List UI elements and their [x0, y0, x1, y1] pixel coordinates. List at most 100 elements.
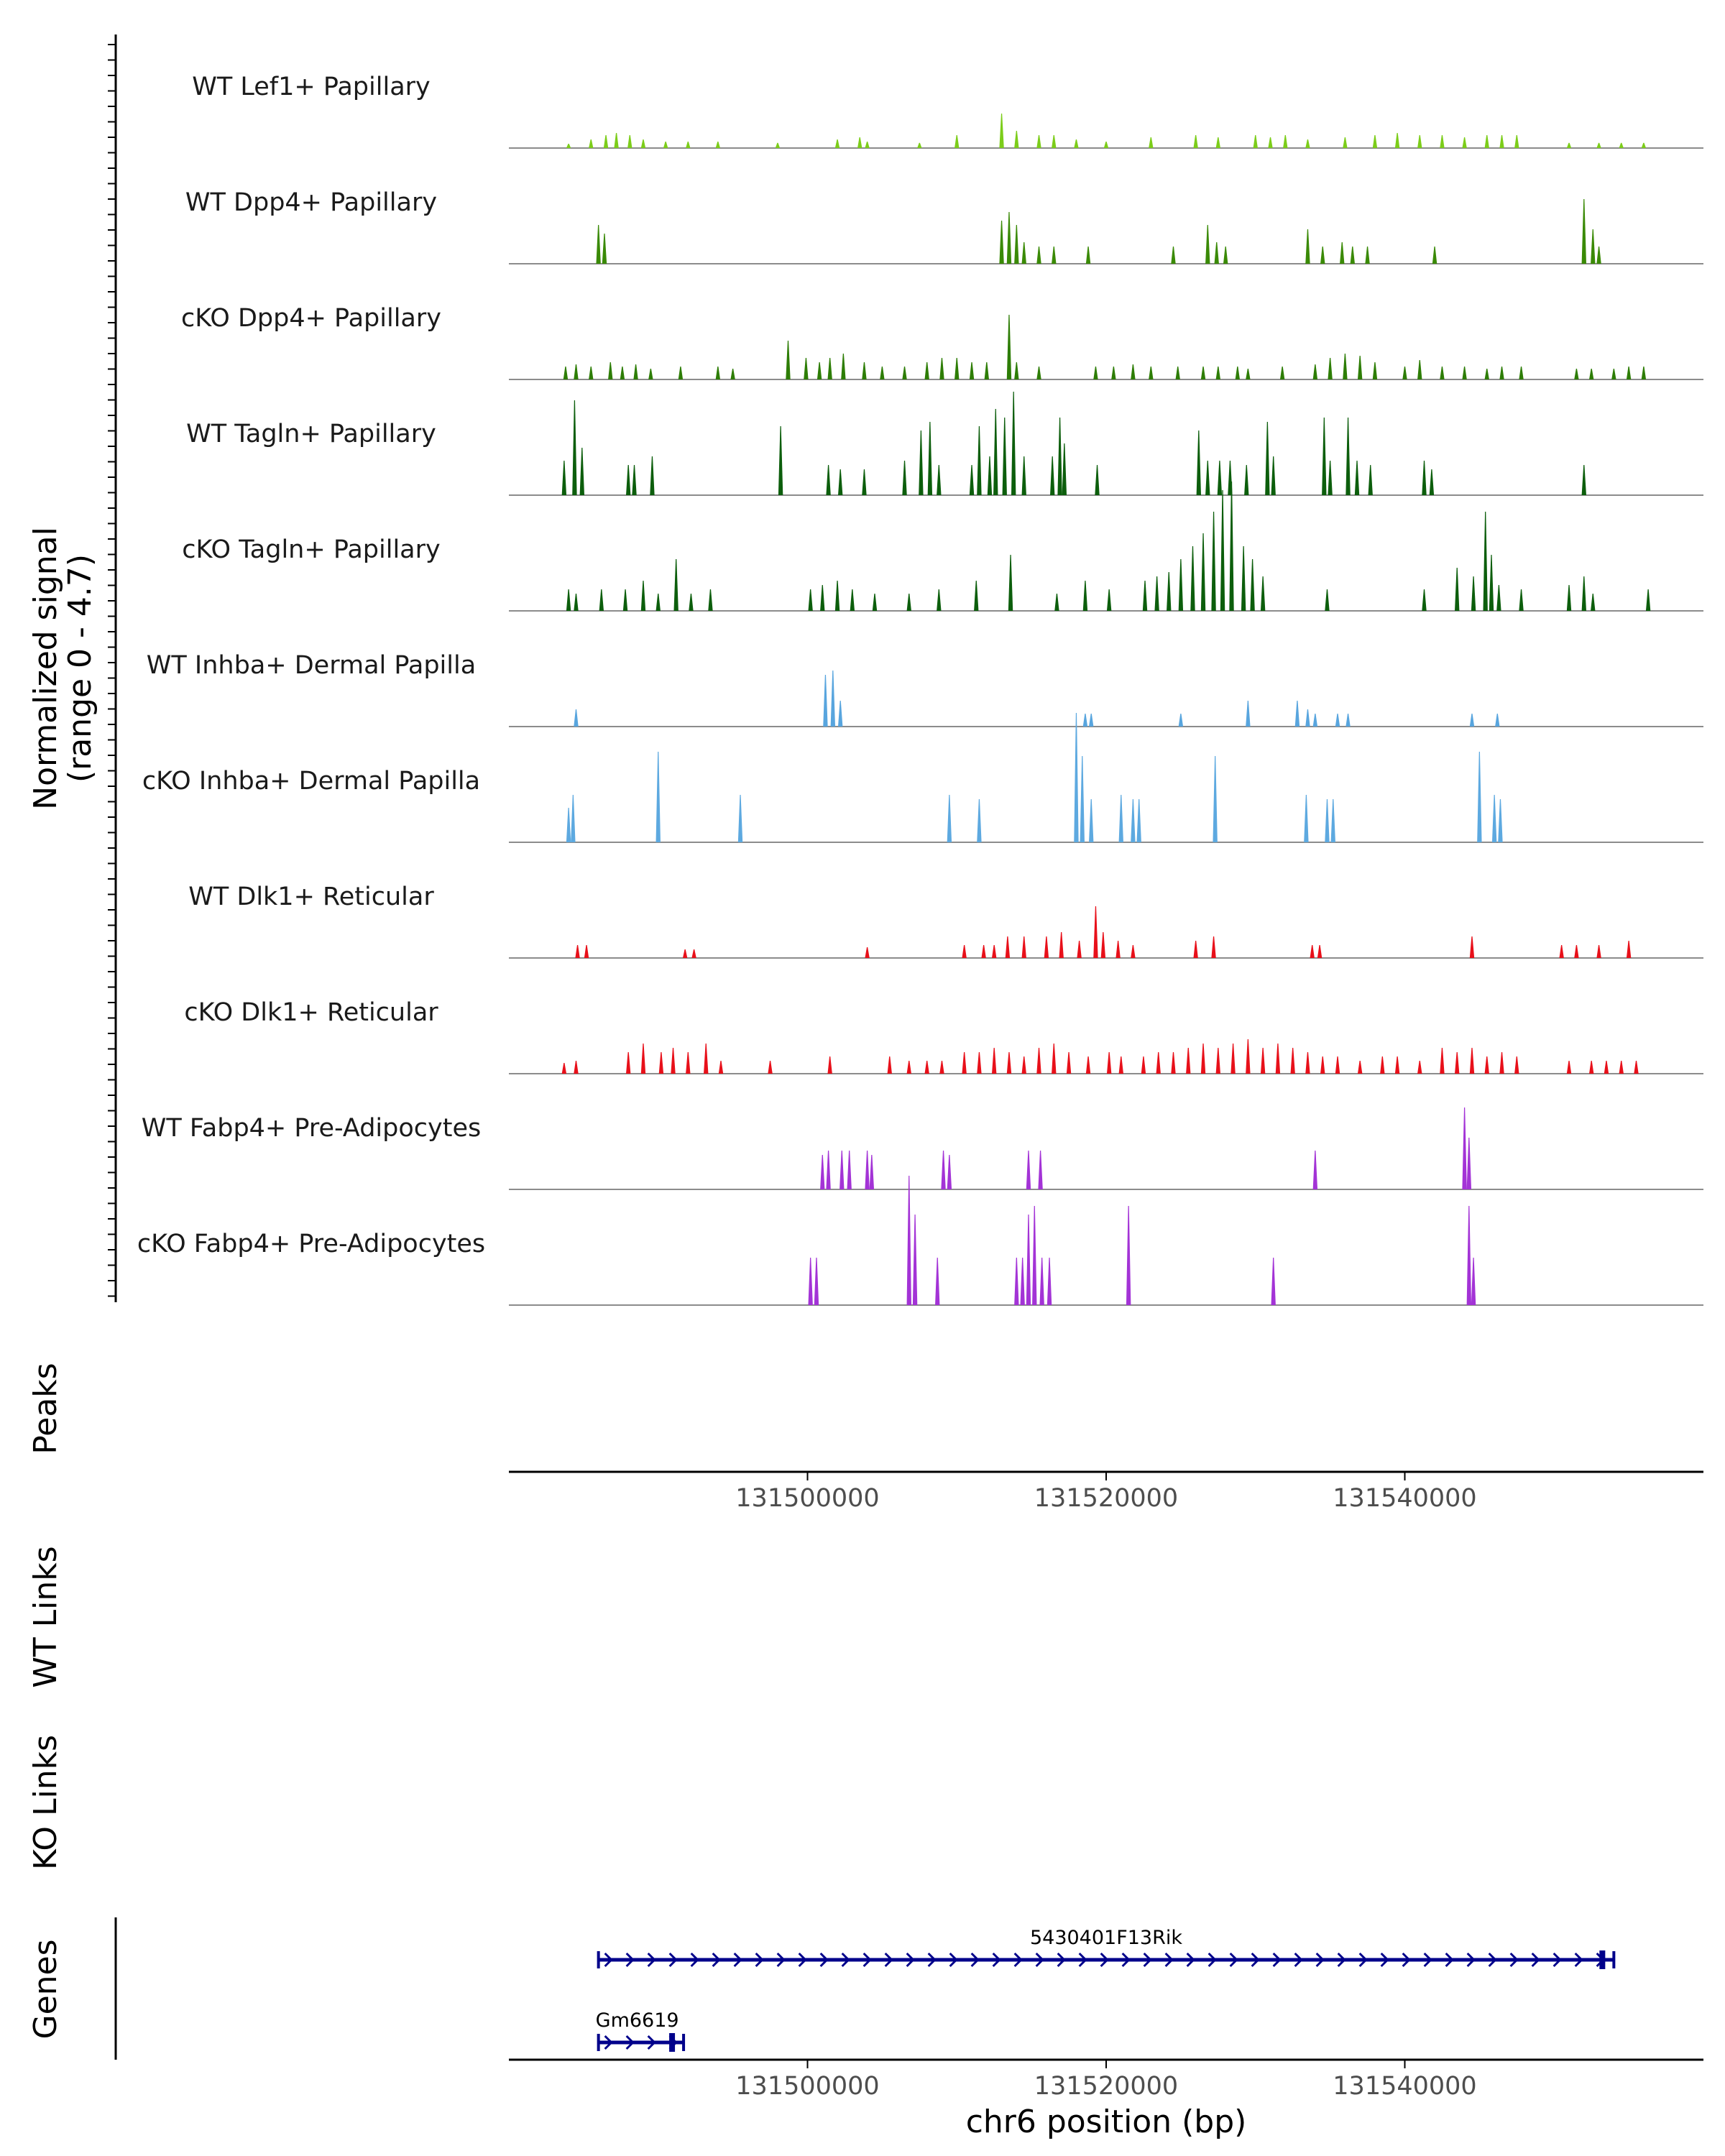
- signal-peak: [775, 142, 781, 148]
- signal-peak: [1574, 945, 1579, 958]
- signal-peak: [869, 1155, 875, 1189]
- signal-peak: [658, 1052, 664, 1074]
- signal-peak: [1466, 1138, 1472, 1189]
- signal-peak: [919, 430, 924, 495]
- signal-peak: [1253, 135, 1258, 148]
- signal-peak: [1489, 555, 1494, 611]
- signal-peak: [1591, 229, 1596, 264]
- signal-peak: [1220, 490, 1225, 611]
- strand-arrow: [1509, 1952, 1519, 1968]
- track-label: WT Fabp4+ Pre-Adipocytes: [142, 1114, 481, 1143]
- signal-peak: [1074, 139, 1079, 148]
- strand-arrow: [1358, 1952, 1368, 1968]
- signal-peak: [1641, 142, 1647, 148]
- signal-peak: [935, 1258, 940, 1305]
- signal-peak: [1499, 367, 1504, 379]
- strand-arrow: [1380, 1952, 1389, 1968]
- signal-peak: [1581, 465, 1586, 495]
- signal-peak: [579, 448, 584, 495]
- signal-peak: [1002, 418, 1007, 495]
- signal-peak: [1372, 135, 1378, 148]
- signal-peak: [1519, 589, 1524, 611]
- signal-peak: [1136, 799, 1141, 842]
- signal-peak: [599, 589, 604, 611]
- signal-peak: [969, 362, 975, 379]
- signal-peak: [862, 469, 867, 495]
- signal-peak: [561, 461, 567, 495]
- signal-peak: [1305, 139, 1310, 148]
- signal-peak: [1085, 247, 1091, 264]
- signal-peak: [902, 461, 907, 495]
- signal-peak: [1106, 589, 1112, 611]
- signal-peak: [1455, 1052, 1460, 1074]
- signal-peak: [865, 142, 870, 148]
- signal-peak: [808, 589, 813, 611]
- coverage-track: cKO Dlk1+ Reticular: [184, 998, 1703, 1074]
- signal-peak: [1645, 589, 1651, 611]
- signal-peak: [1244, 465, 1249, 495]
- signal-peak: [865, 947, 870, 958]
- signal-peak: [1223, 247, 1228, 264]
- signal-peak: [1211, 512, 1216, 611]
- signal-peak: [1462, 367, 1467, 379]
- signal-peak: [566, 589, 571, 611]
- signal-peak: [1171, 247, 1176, 264]
- signal-peak: [1611, 369, 1616, 379]
- gene-model: 5430401F13Rik: [597, 1927, 1616, 1969]
- x-axis-title: chr6 position (bp): [966, 2104, 1247, 2140]
- signal-peak: [671, 1048, 676, 1074]
- signal-peak: [1566, 1061, 1572, 1074]
- signal-peak: [602, 234, 607, 264]
- signal-peak: [1241, 546, 1246, 611]
- signal-peak: [912, 1215, 918, 1305]
- signal-peak: [993, 409, 998, 495]
- signal-peak: [1011, 392, 1016, 495]
- signal-peak: [830, 671, 836, 727]
- signal-peak: [614, 133, 619, 148]
- signal-peak: [872, 594, 878, 611]
- signal-peak: [1312, 364, 1318, 379]
- signal-peak: [1626, 941, 1632, 958]
- track-label: WT Inhba+ Dermal Papilla: [147, 651, 476, 680]
- signal-peak: [566, 808, 571, 842]
- signal-peak: [1036, 1048, 1041, 1074]
- signal-peak: [1335, 1056, 1340, 1074]
- signal-peak: [954, 358, 960, 379]
- signal-peak: [1103, 142, 1109, 148]
- signal-peak: [1118, 1056, 1123, 1074]
- signal-peak: [1305, 1052, 1310, 1074]
- signal-peak: [603, 135, 609, 148]
- signal-peak: [1368, 465, 1373, 495]
- signal-peak: [1328, 358, 1333, 379]
- strand-arrow: [1466, 1952, 1476, 1968]
- signal-peak: [1346, 714, 1351, 727]
- gene-label: Gm6619: [596, 2009, 679, 2032]
- signal-peak: [962, 945, 967, 958]
- signal-peak: [1499, 1052, 1504, 1074]
- signal-peak: [1328, 461, 1333, 495]
- signal-peak: [1080, 756, 1085, 842]
- signal-peak: [1044, 936, 1049, 958]
- signal-peak: [987, 456, 993, 495]
- signal-peak: [1496, 585, 1501, 611]
- signal-peak: [682, 949, 688, 958]
- signal-peak: [1089, 714, 1094, 727]
- signal-peak: [1455, 568, 1460, 611]
- signal-peak: [1213, 756, 1218, 842]
- signal-peak: [1581, 199, 1586, 264]
- coverage-track: WT Tagln+ Papillary: [186, 392, 1703, 496]
- strand-arrow: [1315, 1952, 1325, 1968]
- signal-peak: [1190, 546, 1195, 611]
- signal-peak: [1196, 430, 1202, 495]
- signal-peak: [1014, 1258, 1019, 1305]
- signal-peak: [1046, 1258, 1052, 1305]
- signal-peak: [1469, 1048, 1475, 1074]
- signal-peak: [954, 135, 960, 148]
- signal-peak: [977, 426, 982, 495]
- strand-arrow: [1164, 1952, 1174, 1968]
- strand-arrow: [647, 2035, 656, 2050]
- x-tick-label: 131520000: [1034, 2072, 1178, 2101]
- signal-peak: [1038, 1151, 1043, 1189]
- signal-peak: [814, 1258, 819, 1305]
- signal-peak: [1268, 137, 1273, 148]
